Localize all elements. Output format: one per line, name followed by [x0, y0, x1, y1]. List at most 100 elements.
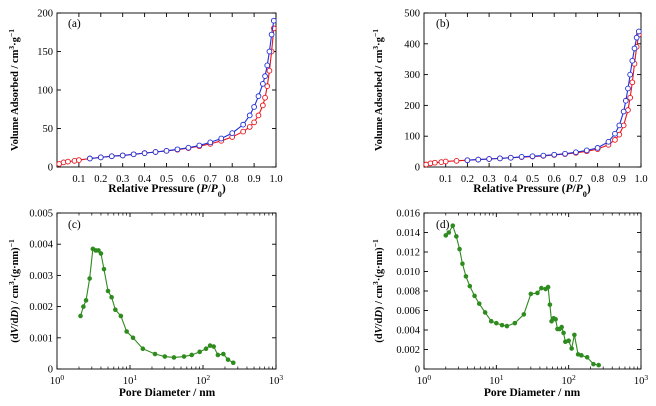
data-point [76, 157, 82, 163]
y-tick-label: 0.012 [396, 248, 420, 259]
data-point [118, 313, 124, 319]
data-point [504, 323, 510, 329]
data-point [130, 151, 137, 158]
x-tick-label: 102 [196, 373, 211, 388]
x-tick-label: 101 [489, 373, 504, 388]
data-point [83, 298, 89, 303]
data-point [251, 104, 257, 110]
panel-label: (c) [68, 219, 81, 231]
x-tick-label: 102 [562, 373, 577, 388]
y-tick-label: 150 [37, 47, 53, 58]
data-point [181, 354, 187, 359]
data-point [591, 361, 596, 367]
y-axis-label: (dV/dD) / cm3·(g·nm)−1 [7, 239, 22, 343]
data-point [174, 146, 181, 153]
data-point [221, 351, 226, 357]
data-point [266, 48, 273, 55]
x-tick-label: 0.8 [226, 174, 239, 185]
data-point [203, 346, 209, 352]
data-point [443, 233, 449, 238]
data-point [551, 151, 558, 158]
panel-d: 100 101 102 103 0 0.002 0.004 0.006 0.008 0.010 0.… [371, 209, 649, 400]
y-tick-label: 0 [48, 163, 53, 174]
data-point [185, 144, 192, 151]
data-point [572, 332, 577, 338]
y-axis-label: Volume Adsorbed / cm3·g−1 [7, 29, 22, 151]
data-point [512, 320, 518, 326]
data-point [240, 128, 247, 135]
data-point [446, 230, 452, 235]
data-point [476, 301, 482, 306]
data-point [547, 302, 553, 307]
data-point [625, 85, 631, 92]
data-point [163, 147, 170, 154]
y-axis-label: Volume Adsorbed / cm3·g−1 [371, 29, 386, 151]
x-tick-label: 0.3 [483, 174, 496, 185]
data-point [620, 108, 627, 115]
data-point [460, 261, 465, 267]
y-tick-label: 0 [415, 365, 420, 376]
data-point [251, 119, 257, 126]
data-point [594, 145, 601, 151]
x-tick-label: 0.2 [461, 174, 474, 185]
x-tick-label: 0.5 [160, 174, 173, 185]
series-line [89, 20, 275, 160]
data-point [162, 354, 168, 359]
data-point [488, 318, 494, 324]
y-tick-label: 100 [37, 86, 53, 97]
data-point [579, 353, 584, 358]
data-point [486, 156, 492, 162]
data-point [246, 124, 253, 130]
data-point [631, 45, 638, 52]
data-point [432, 159, 438, 166]
data-point [635, 28, 642, 35]
data-point [545, 284, 551, 290]
y-tick-label: 0.004 [396, 326, 420, 337]
data-point [225, 357, 231, 362]
data-point [629, 79, 636, 86]
data-point [622, 97, 629, 104]
data-point [266, 67, 273, 74]
data-point [101, 266, 107, 272]
data-point [573, 149, 579, 156]
data-point [255, 112, 262, 119]
panel-label: (a) [68, 18, 81, 30]
data-point [140, 346, 146, 352]
x-tick-label: 0.6 [548, 174, 561, 185]
data-point [171, 355, 177, 360]
data-point [472, 293, 477, 299]
y-tick-label: 50 [43, 124, 54, 135]
data-point [475, 156, 482, 163]
y-tick-label: 200 [404, 101, 420, 112]
y-tick-label: 100 [404, 132, 420, 143]
data-point [596, 362, 601, 368]
data-point [264, 83, 271, 90]
data-point [65, 158, 71, 165]
data-point [566, 338, 571, 344]
x-tick-label: 101 [123, 373, 138, 388]
x-tick-label: 100 [417, 373, 432, 388]
data-point [497, 155, 503, 162]
panel-label: (b) [436, 18, 450, 30]
series-line [445, 224, 599, 366]
data-point [152, 149, 159, 155]
x-axis-label: Pore Diameter / nm [119, 387, 216, 399]
x-tick-label: 1.0 [269, 174, 282, 185]
y-tick-label: 0.004 [29, 240, 53, 251]
panel-b: 0.1 0.2 0.3 0.4 0.5 0.6 0.7 0.8 0.9 1.0 0 100 200 300… [371, 9, 648, 199]
data-point [119, 152, 126, 159]
plot-frame [56, 212, 277, 370]
y-tick-label: 0.002 [396, 345, 420, 356]
data-point [553, 316, 558, 322]
panel-label: (d) [436, 219, 450, 231]
data-point [229, 130, 236, 136]
data-point [612, 137, 618, 143]
data-point [152, 351, 158, 357]
data-point [109, 294, 114, 300]
x-axis-label: Relative Pressure (P/P0) [473, 183, 591, 199]
data-point [482, 310, 488, 315]
y-tick-label: 0 [48, 365, 53, 376]
data-point [453, 157, 460, 164]
data-point [464, 157, 471, 164]
data-point [540, 152, 547, 159]
